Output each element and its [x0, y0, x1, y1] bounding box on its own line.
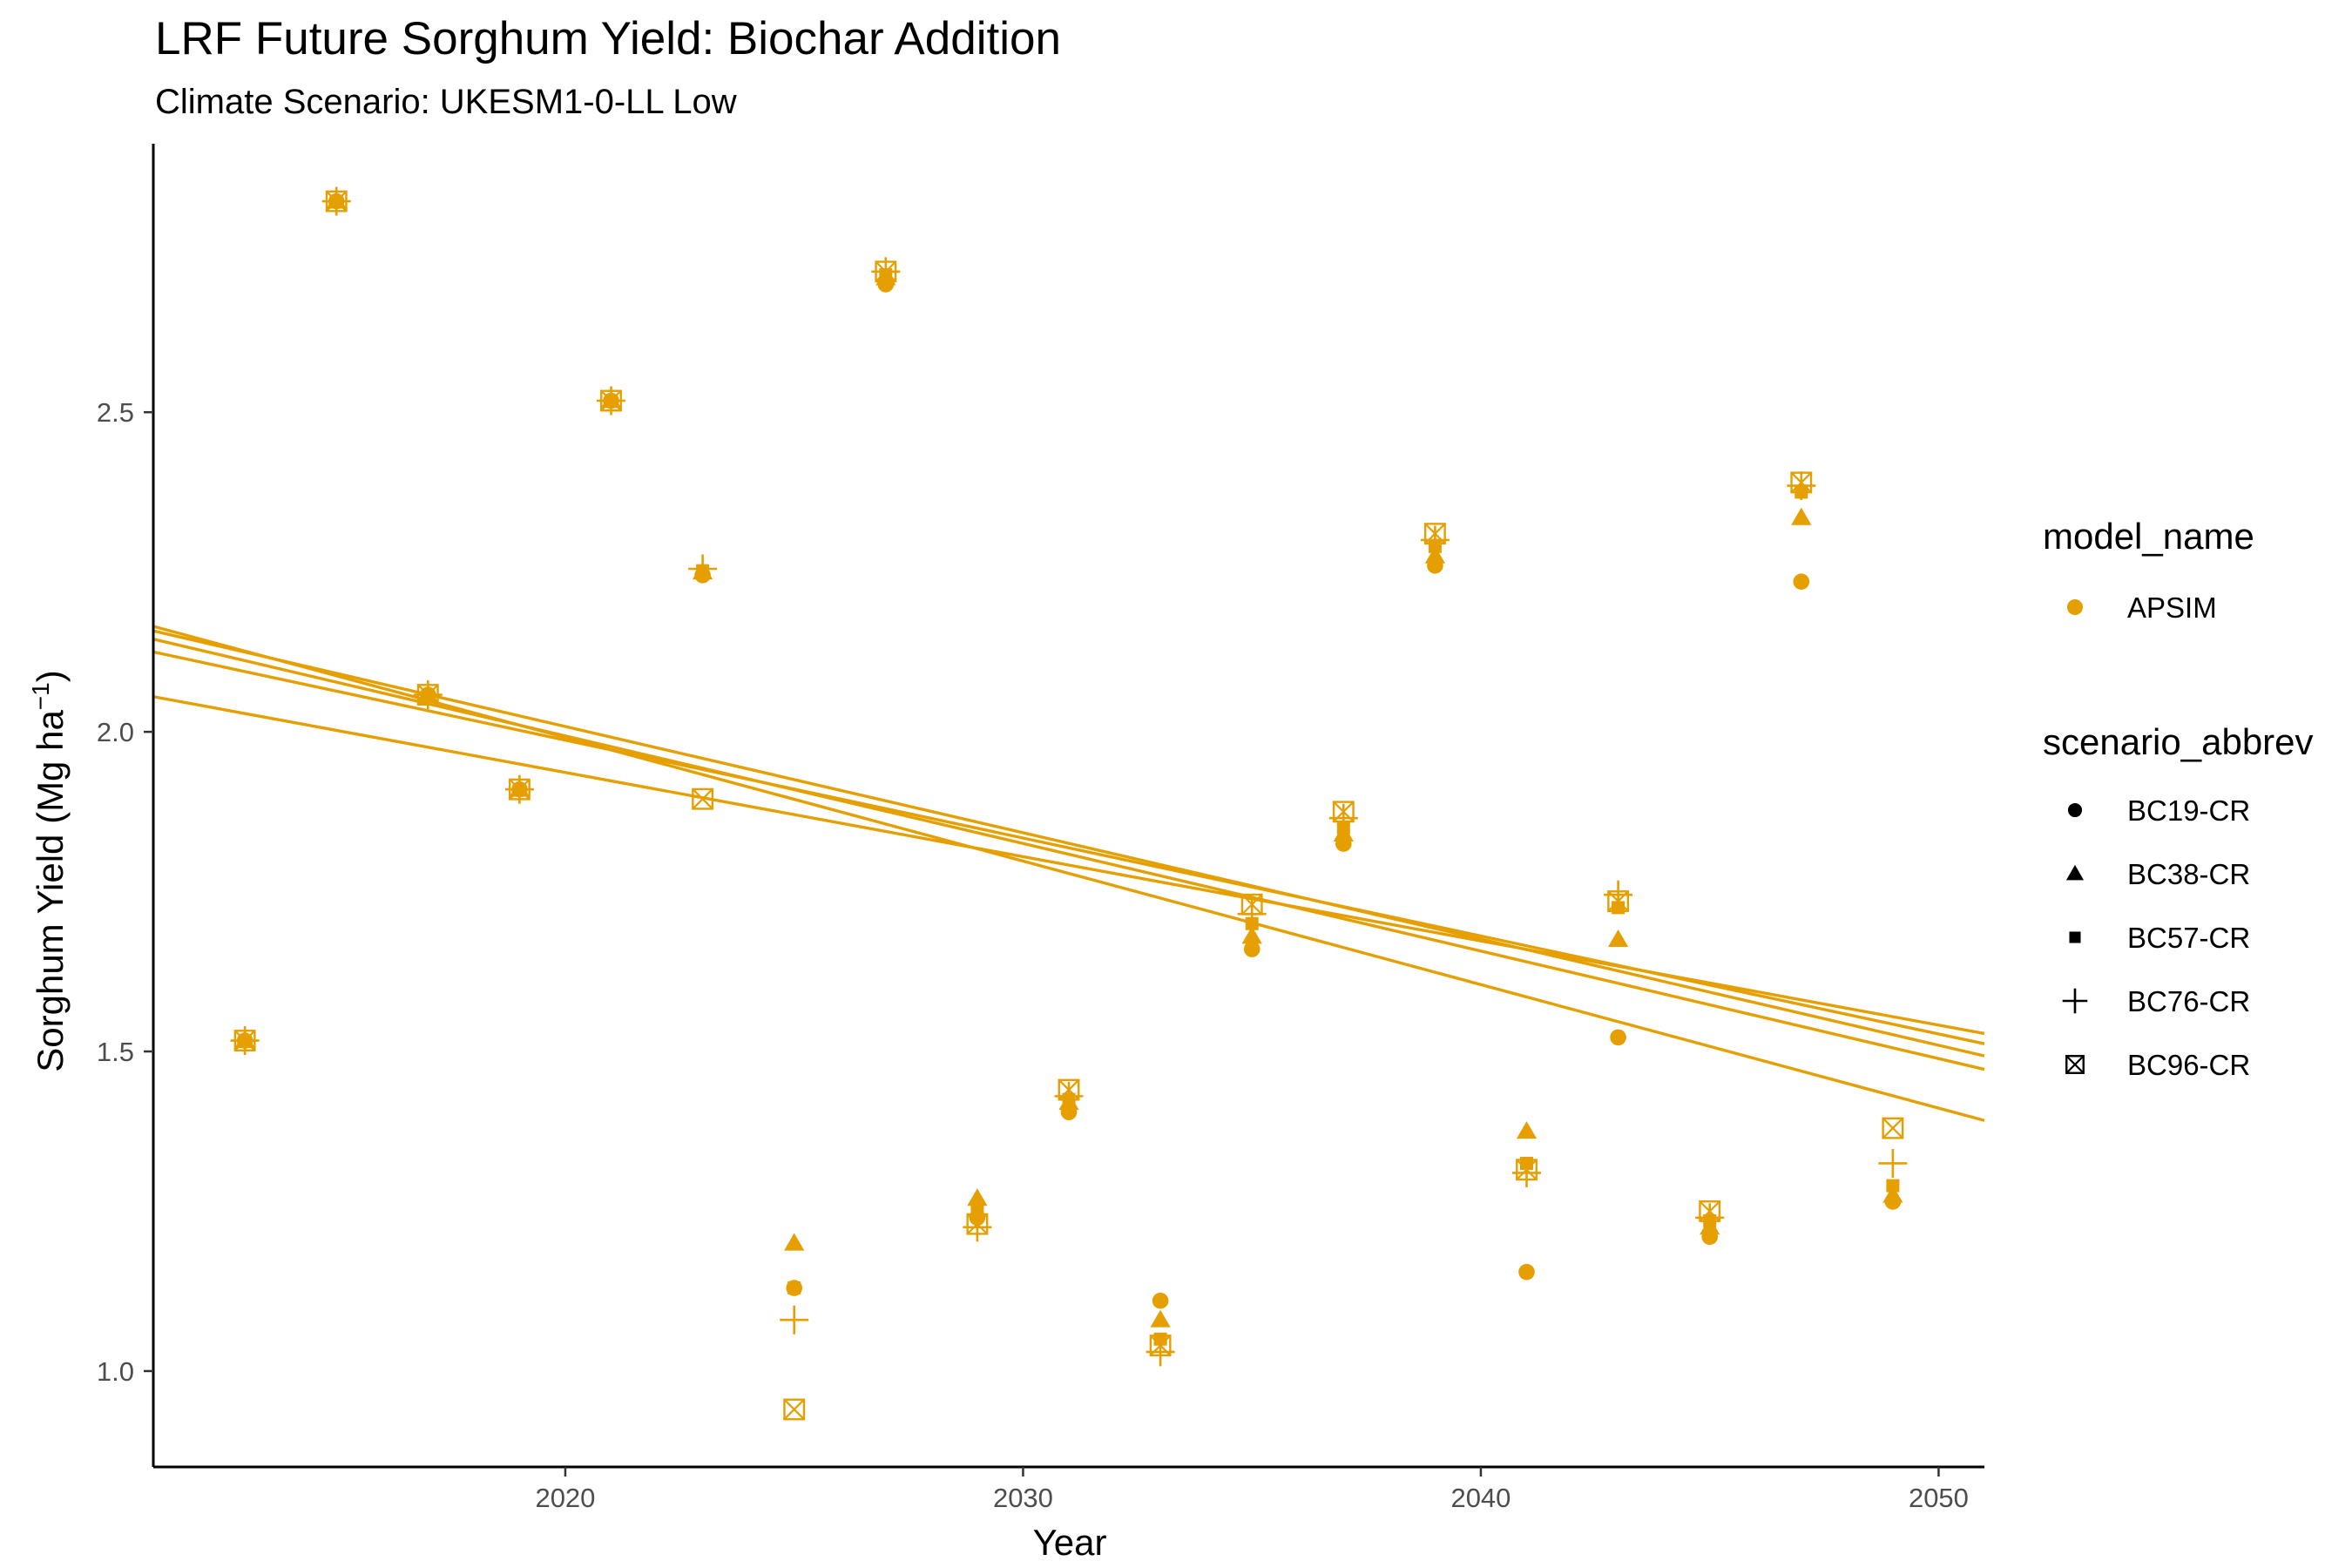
data-point-bc96-cr	[1058, 1078, 1080, 1101]
chart-title: LRF Future Sorghum Yield: Biochar Additi…	[155, 13, 1061, 64]
data-point-bc96-cr	[1882, 1117, 1904, 1139]
legend-shape-swatch	[2065, 1055, 2085, 1074]
data-point-bc96-cr	[1332, 801, 1355, 823]
data-point-bc38-cr	[1607, 929, 1629, 948]
legend-shape-entry: BC57-CR	[2069, 922, 2250, 954]
x-tick-label: 2020	[535, 1483, 595, 1513]
data-point-bc96-cr	[1149, 1335, 1172, 1357]
y-tick-label: 2.5	[97, 397, 134, 428]
legend-shape-entry: BC96-CR	[2065, 1049, 2250, 1081]
data-point-bc76-cr	[688, 554, 718, 584]
y-tick-label: 1.5	[97, 1037, 134, 1067]
x-tick-label: 2050	[1909, 1483, 1969, 1513]
y-axis-title-main: Sorghum Yield (Mg ha	[30, 710, 71, 1072]
trend-line-bc57-cr	[152, 650, 1985, 1045]
data-point-bc96-cr	[783, 1398, 806, 1421]
data-point-bc96-cr	[692, 787, 714, 810]
data-point-bc38-cr	[967, 1188, 988, 1206]
data-point-bc76-cr	[1878, 1148, 1908, 1178]
data-point-bc38-cr	[1882, 1185, 1903, 1203]
trend-line-bc38-cr	[152, 638, 1985, 1071]
data-point-bc38-cr	[1516, 1121, 1538, 1139]
plot-area	[152, 186, 1985, 1421]
data-point-bc96-cr	[875, 260, 897, 283]
data-point-bc96-cr	[1607, 890, 1630, 913]
legend-shape-entry: BC19-CR	[2067, 794, 2250, 827]
y-axis-ticks: 1.0 1.5 2.0 2.5	[97, 397, 153, 1387]
data-point-bc96-cr	[966, 1213, 989, 1235]
data-point-bc96-cr	[1516, 1159, 1538, 1181]
legend-color-label: APSIM	[2127, 591, 2217, 624]
data-point-bc38-cr	[1150, 1309, 1171, 1328]
data-point-bc19-cr	[1243, 941, 1260, 957]
data-point-bc19-cr	[1518, 1263, 1535, 1281]
legend: model_name APSIM scenario_abbrev BC19-CR…	[2043, 516, 2314, 1081]
data-point-bc38-cr	[1424, 545, 1446, 564]
legend-color-entry: APSIM	[2067, 591, 2217, 624]
data-point-bc96-cr	[508, 778, 531, 801]
data-point-bc57-cr	[970, 1201, 984, 1215]
legend-shape-label: BC38-CR	[2127, 858, 2250, 890]
legend-shape-swatch	[2067, 802, 2083, 818]
legend-shape-label: BC76-CR	[2127, 985, 2250, 1017]
data-point-bc38-cr	[1241, 926, 1262, 944]
legend-shape-swatch	[2065, 864, 2085, 881]
legend-shape-label: BC19-CR	[2127, 794, 2250, 827]
chart-subtitle: Climate Scenario: UKESM1-0-LL Low	[155, 83, 737, 121]
data-point-bc96-cr	[325, 190, 348, 213]
x-tick-label: 2030	[993, 1483, 1053, 1513]
trend-line-bc19-cr	[152, 629, 1985, 1058]
y-tick-label: 2.0	[97, 717, 134, 747]
data-point-bc57-cr	[787, 1281, 801, 1295]
y-axis-title: Sorghum Yield (Mg ha−1)	[27, 670, 71, 1072]
data-point-bc96-cr	[1699, 1200, 1721, 1222]
data-point-bc19-cr	[1793, 573, 1810, 590]
y-tick-label: 1.0	[97, 1356, 134, 1387]
legend-shape-entry: BC38-CR	[2065, 858, 2250, 890]
x-tick-label: 2040	[1450, 1483, 1511, 1513]
data-point-bc19-cr	[1152, 1292, 1169, 1309]
data-point-bc19-cr	[1610, 1029, 1626, 1046]
legend-title-scenario-abbrev: scenario_abbrev	[2043, 721, 2314, 762]
data-point-bc76-cr	[780, 1305, 809, 1335]
legend-title-model-name: model_name	[2043, 516, 2254, 557]
trend-line-bc76-cr	[152, 625, 1985, 1122]
legend-shape-entry: BC76-CR	[2062, 985, 2250, 1017]
data-point-bc96-cr	[416, 684, 439, 706]
legend-shape-entries: BC19-CR BC38-CR BC57-CR BC76-CR BC96-CR	[2062, 794, 2250, 1081]
x-axis-title: Year	[1033, 1522, 1107, 1563]
legend-shape-swatch	[2062, 988, 2088, 1014]
legend-color-entries: APSIM	[2067, 591, 2217, 624]
x-axis-ticks: 2020 2030 2040 2050	[535, 1467, 1969, 1513]
y-axis-title-close: )	[30, 670, 71, 682]
trend-line-bc96-cr	[152, 695, 1985, 1036]
y-axis-title-superscript: −1	[27, 682, 54, 710]
data-point-bc96-cr	[1240, 893, 1263, 916]
legend-shape-label: BC96-CR	[2127, 1049, 2250, 1081]
data-point-bc57-cr	[1886, 1179, 1900, 1193]
legend-shape-swatch	[2069, 931, 2081, 943]
data-point-bc96-cr	[600, 389, 622, 412]
legend-shape-label: BC57-CR	[2127, 922, 2250, 954]
legend-color-swatch	[2067, 599, 2083, 615]
data-point-bc38-cr	[1791, 507, 1812, 525]
data-point-bc96-cr	[1423, 523, 1446, 545]
data-point-bc96-cr	[1790, 471, 1813, 494]
data-point-bc96-cr	[233, 1030, 256, 1051]
data-point-bc38-cr	[784, 1233, 805, 1251]
